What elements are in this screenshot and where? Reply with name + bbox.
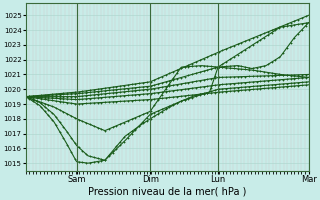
X-axis label: Pression niveau de la mer( hPa ): Pression niveau de la mer( hPa ): [88, 187, 246, 197]
